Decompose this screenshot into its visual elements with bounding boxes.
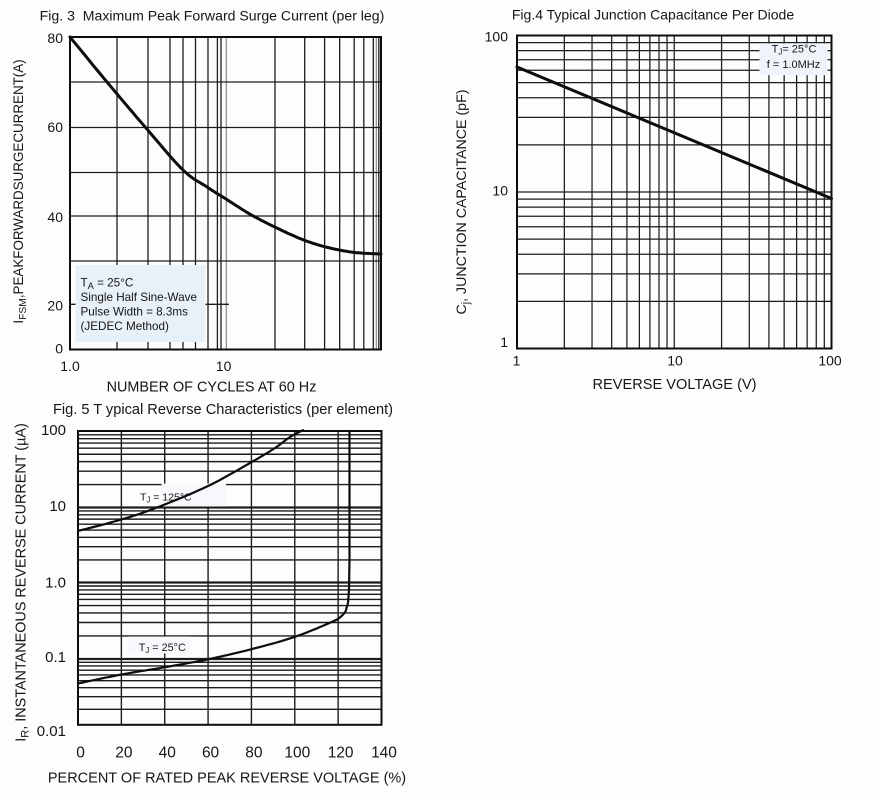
svg-text:40: 40: [159, 745, 177, 762]
svg-text:TA = 25°C: TA = 25°C: [81, 277, 134, 292]
svg-text:60: 60: [202, 745, 220, 762]
svg-text:60: 60: [47, 119, 63, 135]
svg-text:0.01: 0.01: [37, 723, 66, 740]
svg-text:10: 10: [49, 498, 66, 515]
svg-text:140: 140: [371, 745, 397, 762]
svg-text:120: 120: [328, 745, 354, 762]
svg-text:Fig. 5 T ypical Reverse Charac: Fig. 5 T ypical Reverse Characteristics …: [53, 402, 393, 418]
svg-text:80: 80: [47, 30, 63, 46]
svg-text:80: 80: [245, 745, 263, 762]
svg-text:20: 20: [115, 745, 133, 762]
svg-text:100: 100: [284, 745, 310, 762]
svg-text:20: 20: [47, 297, 63, 313]
svg-text:Pulse Width = 8.3ms: Pulse Width = 8.3ms: [81, 306, 189, 319]
svg-text:1.0: 1.0: [45, 575, 66, 592]
svg-text:Fig.4 Typical Junction Capacit: Fig.4 Typical Junction Capacitance Per D…: [512, 7, 794, 23]
svg-text:10: 10: [492, 183, 508, 199]
svg-text:PERCENT OF RATED PEAK REVERSE: PERCENT OF RATED PEAK REVERSE VOLTAGE (%…: [48, 771, 406, 787]
svg-text:0: 0: [76, 745, 85, 762]
svg-text:Single Half Sine-Wave: Single Half Sine-Wave: [81, 291, 198, 304]
svg-text:0.1: 0.1: [45, 649, 66, 666]
svg-text:IFSM,PEAKFORWARDSURGECURRENT(A: IFSM,PEAKFORWARDSURGECURRENT(A): [11, 59, 29, 323]
svg-text:(JEDEC Method): (JEDEC Method): [81, 320, 169, 333]
svg-text:TJ = 125°C: TJ = 125°C: [140, 492, 192, 505]
svg-text:1.0: 1.0: [60, 358, 80, 374]
svg-text:NUMBER OF CYCLES AT 60 Hz: NUMBER OF CYCLES AT 60 Hz: [107, 380, 317, 396]
svg-text:Fig. 3 Maximum Peak Forward S: Fig. 3 Maximum Peak Forward Surge Curren…: [40, 8, 385, 24]
svg-text:10: 10: [667, 353, 683, 369]
svg-text:TJ = 25°C: TJ = 25°C: [139, 642, 186, 655]
svg-text:f = 1.0MHz: f = 1.0MHz: [767, 59, 821, 71]
svg-text:100: 100: [485, 29, 509, 45]
svg-text:REVERSE VOLTAGE (V): REVERSE VOLTAGE (V): [592, 377, 756, 393]
svg-text:Cj, JUNCTION CAPACITANCE (pF): Cj, JUNCTION CAPACITANCE (pF): [454, 90, 472, 315]
svg-text:1: 1: [500, 334, 508, 350]
svg-text:40: 40: [47, 209, 63, 225]
svg-text:100: 100: [818, 353, 842, 369]
svg-text:1: 1: [513, 353, 521, 369]
svg-text:10: 10: [216, 358, 232, 374]
svg-text:IR, INSTANTANEOUS REVERSE CURR: IR, INSTANTANEOUS REVERSE CURRENT (µA): [14, 423, 32, 741]
svg-text:TJ= 25°C: TJ= 25°C: [772, 44, 817, 57]
svg-text:0: 0: [55, 340, 63, 356]
svg-text:100: 100: [41, 422, 66, 439]
